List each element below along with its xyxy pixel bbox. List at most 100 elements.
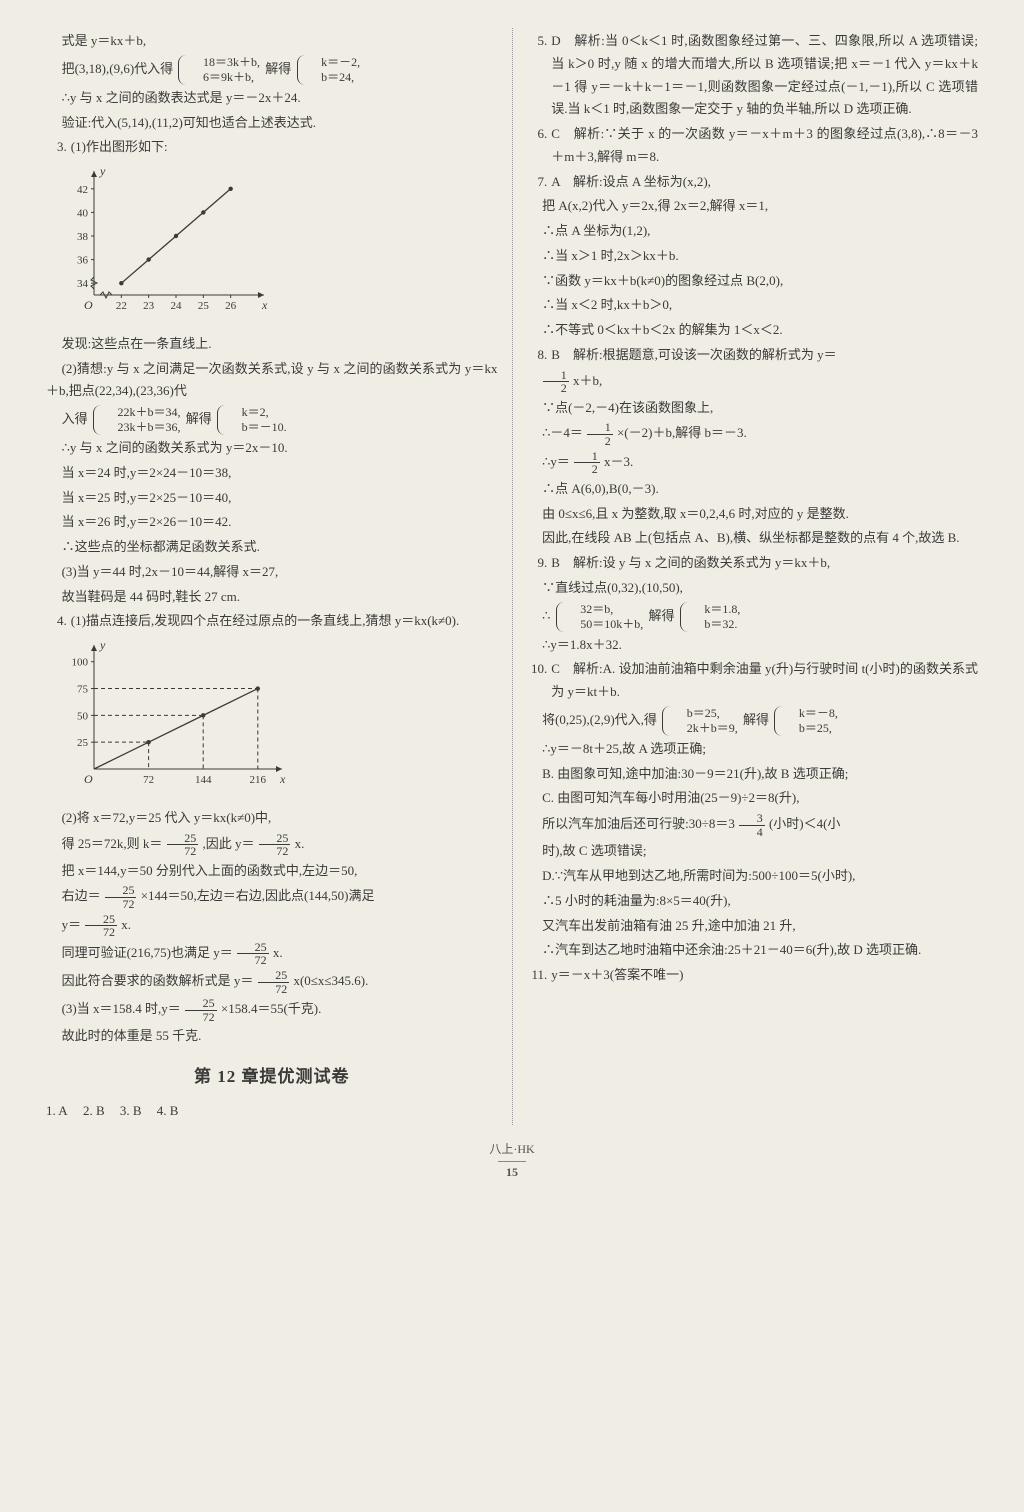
answer: C [551, 661, 560, 676]
brace: k＝－2, b＝24, [297, 55, 361, 85]
text: 将(0,25),(2,9)代入,得 b＝25, 2k＋b＝9, 解得 k＝－8,… [527, 706, 979, 736]
text: ∴点 A 坐标为(1,2), [527, 220, 979, 243]
right-column: 5. D 解析:当 0＜k＜1 时,函数图象经过第一、三、四象限,所以 A 选项… [513, 28, 993, 1125]
svg-text:25: 25 [77, 737, 89, 749]
text: 6＝9k＋b, [187, 70, 260, 85]
text: ∴这些点的坐标都满足函数关系式. [46, 536, 498, 559]
text: 又汽车出发前油箱有油 25 升,途中加油 21 升, [527, 915, 979, 938]
qnum: 3. [120, 1103, 130, 1118]
text: ∴y 与 x 之间的函数表达式是 y＝－2x＋24. [46, 87, 498, 110]
text: (2)将 x＝72,y＝25 代入 y＝kx(k≠0)中, [46, 807, 498, 830]
svg-text:O: O [84, 772, 93, 786]
text: ,因此 y＝ [202, 836, 254, 851]
qnum: 5. [527, 30, 552, 121]
brace: 22k＋b＝34, 23k＋b＝36, [93, 405, 181, 435]
text: 所以汽车加油后还可行驶:30÷8＝3 34 (小时)＜4(小 [527, 812, 979, 838]
fraction: 12 [574, 450, 600, 476]
fraction: 2572 [259, 832, 291, 858]
text: b＝32. [689, 617, 741, 632]
answer: B [170, 1103, 179, 1118]
text: 当 x＝24 时,y＝2×24－10＝38, [46, 462, 498, 485]
fraction: 2572 [85, 913, 117, 939]
qnum: 4. [157, 1103, 167, 1118]
svg-text:36: 36 [77, 255, 89, 267]
brace: b＝25, 2k＋b＝9, [662, 706, 738, 736]
text: 解得 [648, 608, 674, 623]
svg-text:42: 42 [77, 184, 88, 196]
text: 得 25＝72k,则 k＝ 2572 ,因此 y＝ 2572 x. [46, 832, 498, 858]
text: ∴不等式 0＜kx＋b＜2x 的解集为 1＜x＜2. [527, 319, 979, 342]
qnum: 9. [527, 552, 552, 575]
text: b＝25, [783, 721, 838, 736]
page-footer: 八上·HK 15 [32, 1139, 992, 1183]
text: ∴汽车到达乙地时油箱中还余油:25＋21－40＝6(升),故 D 选项正确. [527, 939, 979, 962]
qnum: 1. [46, 1103, 56, 1118]
answer: A [551, 174, 560, 189]
qnum: 10. [527, 658, 552, 704]
text: 入得 [62, 411, 88, 426]
text: 把 A(x,2)代入 y＝2x,得 2x＝2,解得 x＝1, [527, 195, 979, 218]
text: 式是 y＝kx＋b, [46, 30, 498, 53]
text: ∴－4＝ 12 ×(－2)＋b,解得 b＝－3. [527, 421, 979, 447]
qnum: 4. [46, 610, 71, 633]
svg-text:x: x [261, 298, 268, 312]
fraction: 2572 [185, 997, 217, 1023]
fraction: 34 [739, 812, 765, 838]
text: x. [273, 945, 283, 960]
text: ∴ [542, 608, 550, 623]
text: 解得 [265, 61, 291, 76]
text: ∴y＝1.8x＋32. [527, 634, 979, 657]
text: 因此符合要求的函数解析式是 y＝ [62, 973, 254, 988]
footer-tag: 八上·HK [32, 1139, 992, 1160]
svg-text:x: x [279, 772, 286, 786]
text: ×(－2)＋b,解得 b＝－3. [617, 426, 747, 441]
svg-text:22: 22 [116, 300, 127, 312]
text: ∵函数 y＝kx＋b(k≠0)的图象经过点 B(2,0), [527, 270, 979, 293]
qnum: 6. [527, 123, 552, 169]
text: (3)当 x＝158.4 时,y＝ 2572 ×158.4＝55(千克). [46, 997, 498, 1023]
question-4: 4. (1)描点连接后,发现四个点在经过原点的一条直线上,猜想 y＝kx(k≠0… [46, 610, 498, 633]
text: x. [295, 836, 305, 851]
text: 由 0≤x≤6,且 x 为整数,取 x＝0,2,4,6 时,对应的 y 是整数. [527, 503, 979, 526]
text: 2k＋b＝9, [671, 721, 738, 736]
left-column: 式是 y＝kx＋b, 把(3,18),(9,6)代入得 18＝3k＋b, 6＝9… [32, 28, 513, 1125]
text: 把(3,18),(9,6)代入得 18＝3k＋b, 6＝9k＋b, 解得 k＝－… [46, 55, 498, 85]
text: y＝ 2572 x. [46, 913, 498, 939]
answer: B [133, 1103, 142, 1118]
text: 解析:根据题意,可设该一次函数的解析式为 y＝ [573, 347, 837, 362]
text: 时),故 C 选项错误; [527, 840, 979, 863]
text: ×144＝50,左边＝右边,因此点(144,50)满足 [141, 889, 375, 904]
svg-text:38: 38 [77, 231, 89, 243]
text: ∴y＝ 12 x－3. [527, 450, 979, 476]
text: 解得 [743, 712, 769, 727]
text: x＋b, [573, 373, 602, 388]
text: 因此符合要求的函数解析式是 y＝ 2572 x(0≤x≤345.6). [46, 969, 498, 995]
svg-text:216: 216 [250, 774, 267, 786]
text: ∴ 32＝b, 50＝10k＋b, 解得 k＝1.8, b＝32. [527, 602, 979, 632]
svg-text:72: 72 [143, 774, 154, 786]
text: 右边＝ 2572 ×144＝50,左边＝右边,因此点(144,50)满足 [46, 884, 498, 910]
brace: k＝2, b＝－10. [217, 405, 287, 435]
svg-text:50: 50 [77, 710, 89, 722]
text: 同理可验证(216,75)也满足 y＝ [62, 945, 233, 960]
text: x. [121, 917, 131, 932]
qnum: 3. [46, 136, 71, 159]
text: b＝24, [306, 70, 361, 85]
text: (1)描点连接后,发现四个点在经过原点的一条直线上,猜想 y＝kx(k≠0). [71, 610, 498, 633]
text: ∴当 x＜2 时,kx＋b＞0, [527, 294, 979, 317]
text: 验证:代入(5,14),(11,2)可知也适合上述表达式. [46, 112, 498, 135]
text: 入得 22k＋b＝34, 23k＋b＝36, 解得 k＝2, b＝－10. [46, 405, 498, 435]
text: y＝ [62, 917, 82, 932]
text: ∴5 小时的耗油量为:8×5＝40(升), [527, 890, 979, 913]
text: k＝2, [226, 405, 287, 420]
answer: C [551, 126, 560, 141]
answer: B [551, 555, 560, 570]
brace: k＝－8, b＝25, [774, 706, 838, 736]
brace: 32＝b, 50＝10k＋b, [556, 602, 644, 632]
text: k＝－2, [306, 55, 361, 70]
text: (3)当 y＝44 时,2x－10＝44,解得 x＝27, [46, 561, 498, 584]
text: 22k＋b＝34, [102, 405, 181, 420]
text: D.∵汽车从甲地到达乙地,所需时间为:500÷100＝5(小时), [527, 865, 979, 888]
text: 当 x＝26 时,y＝2×26－10＝42. [46, 511, 498, 534]
text: C. 由图可知汽车每小时用油(25－9)÷2＝8(升), [527, 787, 979, 810]
